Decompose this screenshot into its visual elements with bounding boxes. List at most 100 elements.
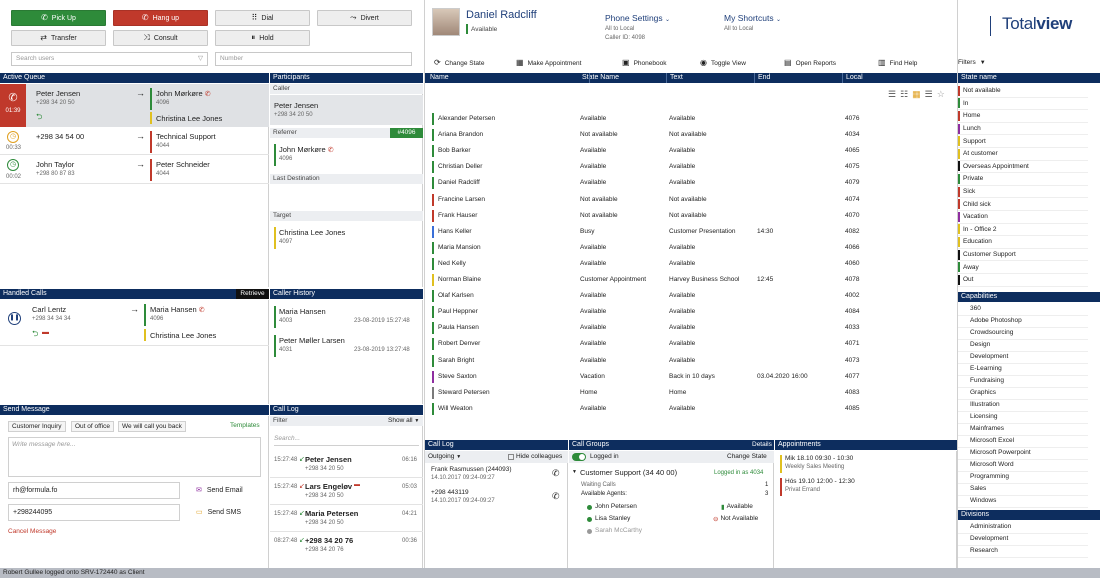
user-row[interactable]: Alexander Petersen Available Available 4076 (425, 111, 957, 127)
capability-item[interactable]: Sales (958, 483, 1088, 496)
capability-item[interactable]: E-Learning (958, 363, 1088, 376)
send-sms-button[interactable]: ▭ Send SMS (196, 508, 242, 517)
bottom-log-name[interactable]: Frank Rasmussen (244093) (431, 466, 512, 473)
logged-in-toggle[interactable] (572, 453, 586, 461)
state-name-item[interactable]: Sick (958, 186, 1088, 199)
capability-item[interactable]: Fundraising (958, 375, 1088, 388)
appointment-time[interactable]: Hós 19.10 12:00 - 12:30 (785, 478, 855, 485)
column-end[interactable]: End (758, 74, 771, 81)
user-row[interactable]: Will Weaton Available Available 4085 (425, 401, 957, 417)
capability-item[interactable]: Windows (958, 495, 1088, 508)
division-item[interactable]: Development (958, 533, 1088, 546)
queue-call-row[interactable]: ◷ 00:02 John Taylor +298 80 87 83 → Pete… (0, 156, 269, 184)
capability-item[interactable]: 360 (958, 303, 1088, 316)
change-state-button[interactable]: ⟳ Change State (434, 58, 485, 67)
shortcuts-dropdown[interactable]: My Shortcuts ⌄ (724, 13, 782, 23)
state-name-item[interactable]: Lunch (958, 123, 1088, 136)
column-text[interactable]: Text (670, 74, 683, 81)
hangup-button[interactable]: ✆ Hang up (113, 10, 208, 26)
divert-button[interactable]: ⤳ Divert (317, 10, 412, 26)
state-name-item[interactable]: Support (958, 135, 1088, 148)
toggle-view-button[interactable]: ◉ Toggle View (700, 58, 746, 67)
call-log-filter-dropdown[interactable]: Show all ▼ (388, 417, 420, 424)
user-row[interactable]: Sarah Bright Available Available 4073 (425, 353, 957, 369)
user-row[interactable]: Steve Saxton Vacation Back in 10 days 03.04… (425, 369, 957, 385)
capability-item[interactable]: Programming (958, 471, 1088, 484)
search-users-input[interactable]: Search users ▽ (11, 52, 208, 66)
user-row[interactable]: Maria Mansion Available Available 4066 (425, 240, 957, 256)
state-name-item[interactable]: Home (958, 110, 1088, 123)
call-log-row[interactable]: 08:27:48 ↙ +298 34 20 76 +298 34 20 76 0… (274, 536, 418, 553)
list-view-icon[interactable]: ☰ (888, 89, 897, 99)
email-field[interactable]: rh@formula.fo (8, 482, 180, 499)
capability-item[interactable]: Design (958, 339, 1088, 352)
state-name-item[interactable]: Vacation (958, 211, 1088, 224)
state-name-item[interactable]: Out (958, 274, 1088, 287)
capability-item[interactable]: Adobe Photoshop (958, 315, 1088, 328)
state-name-item[interactable]: Customer Support (958, 249, 1088, 262)
call-log-row[interactable]: 15:27:48 ↙ Peter Jensen +298 34 20 50 06… (270, 452, 423, 478)
capability-item[interactable]: Mainframes (958, 423, 1088, 436)
state-name-item[interactable]: Child sick (958, 198, 1088, 211)
user-row[interactable]: Bob Barker Available Available 4065 (425, 143, 957, 159)
capability-item[interactable]: Licensing (958, 411, 1088, 424)
appointment-time[interactable]: Mik 18.10 09:30 - 10:30 (785, 455, 854, 462)
consult-button[interactable]: ⤨ Consult (113, 30, 208, 46)
compact-view-icon[interactable]: ☰ (924, 89, 933, 99)
call-back-icon[interactable]: ✆ (552, 468, 560, 478)
dial-button[interactable]: ⠿ Dial (215, 10, 310, 26)
column-name[interactable]: Name (430, 74, 449, 81)
tile-view-icon[interactable]: ▦ (912, 89, 921, 99)
call-groups-details-link[interactable]: Details (752, 441, 772, 448)
capability-item[interactable]: Illustration (958, 399, 1088, 412)
queue-call-row[interactable]: ✆ 01:39 Peter Jensen +298 34 20 50 ⮌ → J… (0, 84, 269, 127)
call-back-icon[interactable]: ✆ (552, 491, 560, 501)
quick-message-button[interactable]: Out of office (71, 421, 114, 432)
open-reports-button[interactable]: ▤ Open Reports (784, 58, 837, 67)
capability-item[interactable]: Microsoft Powerpoint (958, 447, 1088, 460)
state-name-item[interactable]: At customer (958, 148, 1088, 161)
user-row[interactable]: Olaf Karlsen Available Available 4002 (425, 288, 957, 304)
find-help-button[interactable]: ▥ Find Help (878, 58, 918, 67)
detail-view-icon[interactable]: ☷ (900, 89, 909, 99)
user-row[interactable]: Paul Heppner Available Available 4084 (425, 304, 957, 320)
history-name[interactable]: Maria Hansen (279, 307, 326, 316)
call-log-row[interactable]: 15:27:48 ↙ Maria Petersen +298 34 20 50 … (270, 506, 423, 532)
avatar[interactable] (432, 8, 460, 36)
queue-call-row[interactable]: ◷ 00:33 +298 34 54 00 → Technical Suppor… (0, 128, 269, 155)
quick-message-button[interactable]: Customer Inquiry (8, 421, 66, 432)
user-row[interactable]: Francine Larsen Not available Not availabl… (425, 192, 957, 208)
number-input[interactable]: Number (215, 52, 412, 66)
transfer-button[interactable]: ⇄ Transfer (11, 30, 106, 46)
phone-settings-dropdown[interactable]: Phone Settings ⌄ (605, 13, 671, 23)
user-row[interactable]: Christian Deller Available Available 4075 (425, 159, 957, 175)
call-log-search-input[interactable]: Search... (274, 432, 419, 446)
user-row[interactable]: Ned Kelly Available Available 4060 (425, 256, 957, 272)
state-name-item[interactable]: In - Office 2 (958, 224, 1088, 237)
call-groups-change-state[interactable]: Change State (727, 453, 767, 460)
filters-dropdown[interactable]: Filters ▼ (958, 59, 986, 66)
capability-item[interactable]: Microsoft Word (958, 459, 1088, 472)
make-appointment-button[interactable]: ▦ Make Appointment (516, 58, 582, 67)
handled-call-row[interactable]: ❚❚ Carl Lentz +298 34 34 34 ⮌ ▬ → Maria … (0, 300, 269, 346)
capability-item[interactable]: Development (958, 351, 1088, 364)
column-state-name[interactable]: State Name (582, 74, 619, 81)
cancel-message-link[interactable]: Cancel Message (8, 528, 57, 535)
message-textarea[interactable]: Write message here... (8, 437, 261, 477)
user-row[interactable]: Robert Denver Available Available 4071 (425, 336, 957, 352)
hold-button[interactable]: ⏸ Hold (215, 30, 310, 46)
user-row[interactable]: Hans Keller Busy Customer Presentation 14:3… (425, 224, 957, 240)
bottom-log-name[interactable]: +298 443119 (431, 489, 469, 496)
user-row[interactable]: Paula Hansen Available Available 4033 (425, 320, 957, 336)
history-name[interactable]: Peter Møller Larsen (279, 336, 345, 345)
user-row[interactable]: Ariana Brandon Not available Not available… (425, 127, 957, 143)
user-row[interactable]: Norman Blaine Customer Appointment Harvey … (425, 272, 957, 288)
user-row[interactable]: Steward Petersen Home Home 4083 (425, 385, 957, 401)
outgoing-dropdown[interactable]: Outgoing ▼ (428, 453, 462, 460)
capability-item[interactable]: Crowdsourcing (958, 327, 1088, 340)
division-item[interactable]: Research (958, 545, 1088, 558)
call-log-row[interactable]: 15:27:48 ↙ Lars Engeløv ▬ +298 34 20 50 … (270, 479, 423, 505)
column-local[interactable]: Local (846, 74, 863, 81)
call-group-name[interactable]: ▼ Customer Support (34 40 00) (572, 468, 678, 477)
state-name-item[interactable]: Away (958, 261, 1088, 274)
